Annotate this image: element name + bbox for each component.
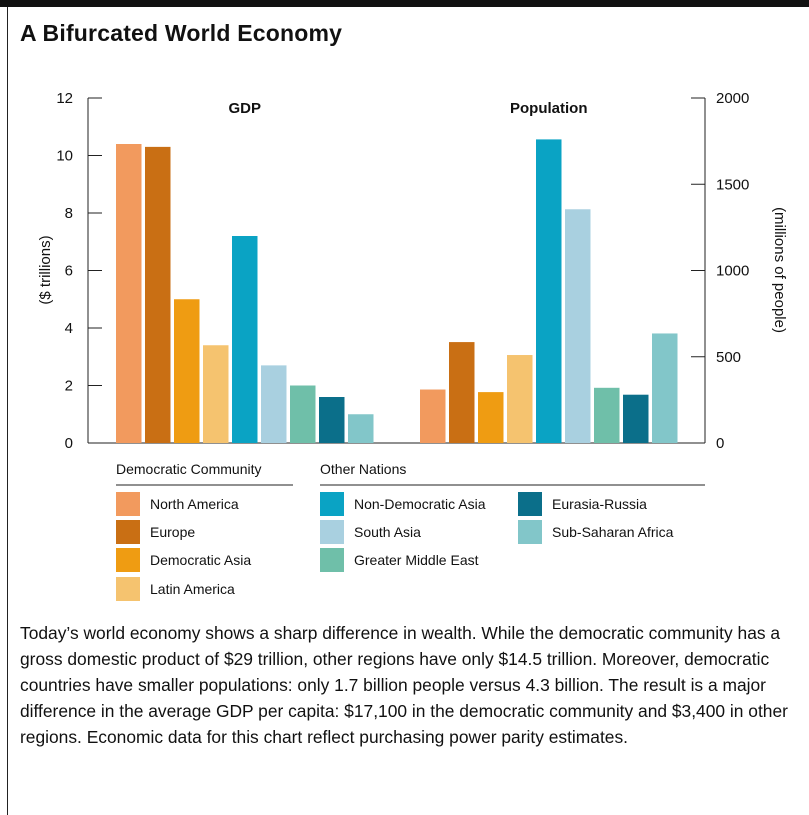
legend-swatch bbox=[320, 492, 344, 516]
legend-swatch bbox=[116, 520, 140, 544]
legend-label: Eurasia-Russia bbox=[552, 496, 647, 512]
right-axis-label: (millions of people) bbox=[771, 207, 788, 333]
right-tick-label: 0 bbox=[716, 435, 724, 452]
left-tick-label: 12 bbox=[56, 90, 73, 107]
bars bbox=[116, 139, 678, 443]
chart-caption: Today’s world economy shows a sharp diff… bbox=[20, 620, 800, 750]
legend-label: South Asia bbox=[354, 524, 421, 540]
bar-gdp-eurasia-russia bbox=[319, 397, 345, 443]
bar-population-sub-saharan-africa bbox=[652, 333, 678, 443]
right-tick-label: 1000 bbox=[716, 263, 749, 280]
legend-label: Sub-Saharan Africa bbox=[552, 524, 674, 540]
right-tick-label: 1500 bbox=[716, 176, 749, 193]
bar-gdp-europe bbox=[145, 147, 171, 443]
left-tick-label: 0 bbox=[65, 435, 73, 452]
left-tick-label: 4 bbox=[65, 320, 73, 337]
legend-label: Latin America bbox=[150, 581, 235, 597]
legend-label: Non-Democratic Asia bbox=[354, 496, 486, 512]
legend-swatch bbox=[116, 577, 140, 601]
bar-population-greater-middle-east bbox=[594, 388, 620, 443]
legend-label: Europe bbox=[150, 524, 195, 540]
bar-gdp-south-asia bbox=[261, 365, 287, 443]
legend-swatch bbox=[116, 548, 140, 572]
chart-area: 0 2 4 6 8 10 12 ($ trillions) 0 500 1000 1500 2000 (m… bbox=[0, 0, 809, 610]
bar-gdp-democratic-asia bbox=[174, 299, 200, 443]
bar-gdp-greater-middle-east bbox=[290, 386, 316, 444]
bar-gdp-sub-saharan-africa bbox=[348, 414, 374, 443]
bar-population-eurasia-russia bbox=[623, 395, 649, 443]
legend-swatch bbox=[116, 492, 140, 516]
legend-label: North America bbox=[150, 496, 239, 512]
bar-population-north-america bbox=[420, 390, 446, 443]
right-tick-label: 500 bbox=[716, 349, 741, 366]
bar-gdp-north-america bbox=[116, 144, 142, 443]
bar-population-south-asia bbox=[565, 209, 591, 443]
legend-group-title: Other Nations bbox=[320, 461, 406, 477]
panel-title-population: Population bbox=[510, 100, 588, 117]
panel-title-gdp: GDP bbox=[228, 100, 261, 117]
left-tick-label: 2 bbox=[65, 378, 73, 395]
left-tick-label: 10 bbox=[56, 148, 73, 165]
legend-swatch bbox=[518, 492, 542, 516]
bar-gdp-non-democratic-asia bbox=[232, 236, 258, 443]
left-tick-label: 6 bbox=[65, 263, 73, 280]
legend: Democratic Community North America Europe D… bbox=[116, 461, 705, 601]
left-tick-label: 8 bbox=[65, 205, 73, 222]
legend-swatch bbox=[320, 548, 344, 572]
legend-label: Democratic Asia bbox=[150, 552, 251, 568]
bar-gdp-latin-america bbox=[203, 345, 229, 443]
legend-swatch bbox=[320, 520, 344, 544]
bar-population-europe bbox=[449, 342, 475, 443]
left-axis-label: ($ trillions) bbox=[37, 235, 54, 304]
legend-swatch bbox=[518, 520, 542, 544]
legend-label: Greater Middle East bbox=[354, 552, 479, 568]
legend-group-title: Democratic Community bbox=[116, 461, 261, 477]
right-tick-label: 2000 bbox=[716, 90, 749, 107]
bar-population-latin-america bbox=[507, 355, 533, 443]
bar-population-democratic-asia bbox=[478, 392, 504, 443]
bar-population-non-democratic-asia bbox=[536, 139, 562, 443]
